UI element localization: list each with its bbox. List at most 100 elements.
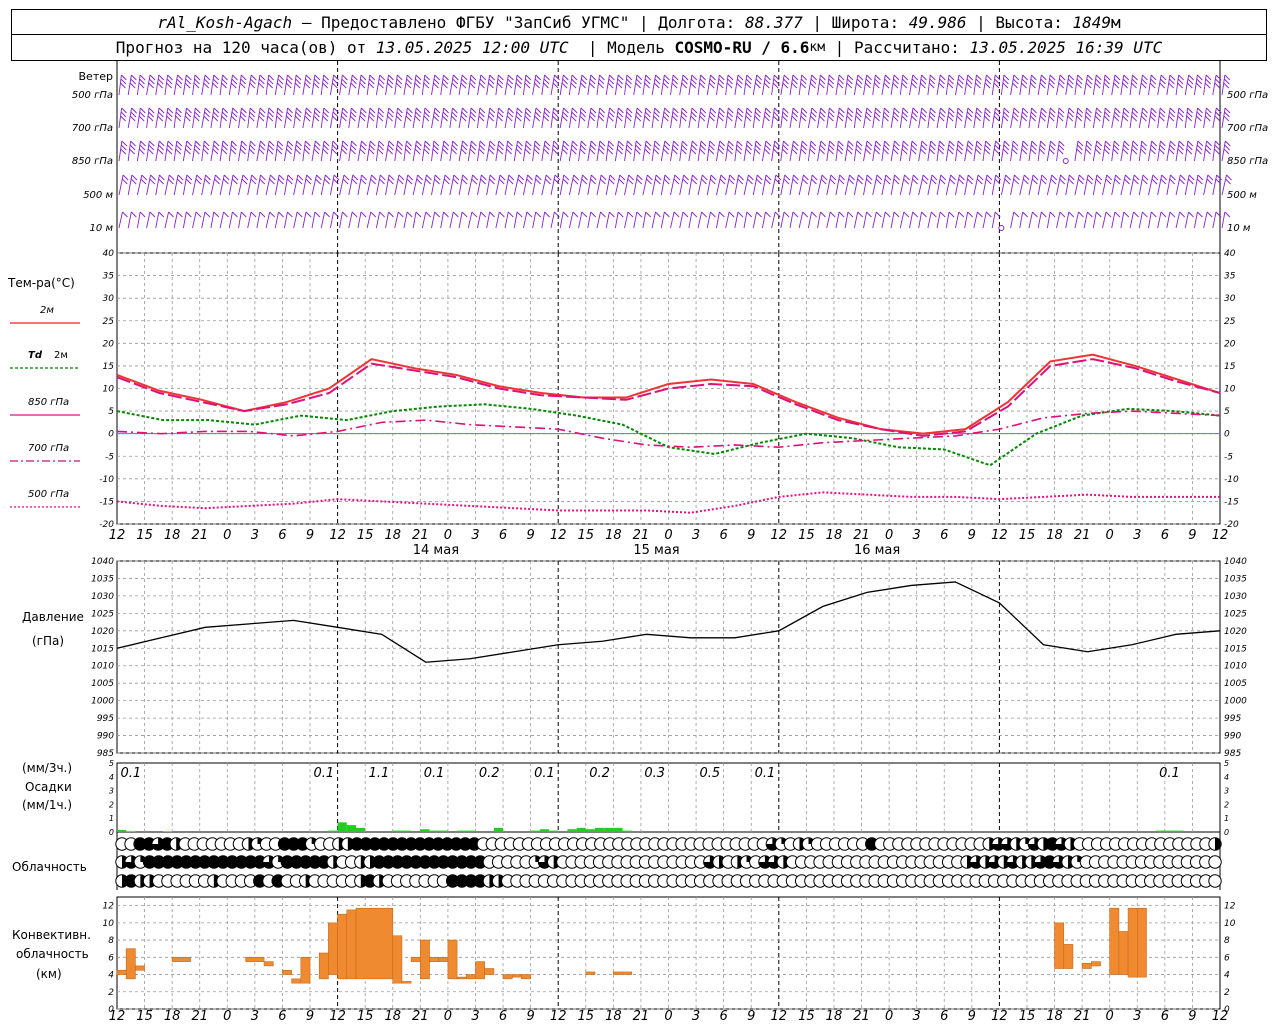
wind-barb-feather [726,82,733,89]
wind-barb-feather [433,115,439,122]
wind-barb-feather [839,107,845,114]
wind-barb-feather [471,140,477,147]
wind-barb-icon [256,107,266,129]
wind-barb-feather [625,82,632,89]
wind-barb-icon [706,107,717,129]
wind-barb-icon [954,74,965,96]
wind-barb-feather [828,74,835,81]
wind-level-right: 500 гПа [1227,90,1268,101]
wind-barb-feather [728,140,734,147]
wind-barb-staff [1000,74,1005,96]
wind-barb-feather [755,78,762,85]
conv-bar [438,957,449,962]
wind-barb-feather [479,82,485,89]
wind-barb-icon [1019,140,1029,162]
wind-barb-feather [838,178,845,185]
wind-barb-icon [826,211,836,229]
wind-barb-feather [627,140,633,147]
wind-barb-icon [513,174,525,196]
wind-barb-feather [251,174,258,181]
wind-barb-feather [994,211,1001,218]
wind-barb-feather [526,178,533,185]
wind-barb-icon [734,74,744,96]
wind-barb-staff [477,174,482,196]
wind-barb-feather [517,140,523,147]
wind-barb-icon [624,107,633,129]
wind-barb-icon [182,211,192,229]
wind-barb-feather [1226,174,1232,181]
wind-barb-feather [571,107,578,114]
precipitation-panel: 0 01 12 23 34 45 50.1 0.1 1.1 0.1 0.2 0.1 0.2 0.3 0.5 0… [109,759,1229,837]
wind-barb-feather [443,178,450,185]
wind-barb-feather [405,148,411,155]
wind-barb-icon [238,211,247,229]
wind-barb-staff [467,140,472,162]
wind-barb-staff [385,74,389,96]
wind-barb-feather [536,174,542,181]
wind-barb-feather [157,82,163,89]
wind-barb-staff [238,107,242,129]
wind-barb-icon [477,107,486,129]
wind-barb-icon [265,74,275,96]
wind-barb-feather [535,211,542,218]
wind-barb-feather [1132,107,1139,114]
wind-barb-staff [835,107,840,129]
wind-barb-icon [477,211,487,229]
wind-barb-icon [1166,140,1176,162]
wind-barb-feather [950,174,956,181]
wind-barb-feather [802,211,809,218]
cloud-fill [758,855,772,869]
wind-barb-feather [893,178,900,185]
wind-barb-staff [982,107,986,129]
wind-barb-feather [1039,148,1045,155]
wind-barb-feather [892,82,899,89]
wind-barb-feather [1103,82,1110,89]
wind-barb-feather [232,107,239,114]
wind-barb-feather [1188,174,1195,181]
wind-barb-feather [425,178,431,185]
wind-barb-staff [844,107,849,129]
wind-barb-feather [1196,115,1202,122]
wind-barb-feather [258,115,265,122]
wind-barb-feather [157,115,164,122]
wind-barb-staff [219,174,225,196]
wind-barb-staff [550,140,555,162]
wind-barb-feather [554,211,560,218]
wind-barb-feather [589,78,596,85]
conv-ytick-right: 6 [1224,953,1230,963]
wind-barb-icon [265,107,275,129]
wind-barb-feather [1215,211,1222,218]
wind-barb-feather [415,78,421,85]
wind-barb-icon [688,140,698,162]
wind-barb-feather [516,211,523,218]
wind-barb-staff [1193,140,1199,162]
cloud-cover-icon [225,855,239,869]
cloud-fill [244,855,257,869]
wind-barb-staff [945,211,950,229]
conv-xtick: 12 [329,1009,346,1024]
wind-barb-feather [1014,174,1020,181]
wind-barb-feather [241,178,248,185]
wind-barb-staff [1129,107,1134,129]
wind-barb-icon [973,74,982,96]
wind-barb-icon [302,140,311,162]
wind-barb-staff [532,74,537,96]
wind-barb-feather [959,174,965,181]
wind-barb-icon [284,74,293,96]
wind-barb-feather [286,111,293,118]
wind-barb-staff [1212,174,1218,196]
wind-barb-staff [614,211,619,229]
wind-barb-feather [461,78,467,85]
wind-barb-feather [1050,178,1057,185]
wind-barb-feather [1049,74,1056,81]
wind-barb-feather [534,115,540,122]
wind-barb-feather [286,178,293,185]
wind-barb-icon [329,211,339,229]
wind-barb-staff [1203,211,1208,229]
wind-barb-feather [1030,111,1037,118]
cloud-fill [124,855,138,869]
wind-barb-feather [177,74,183,81]
wind-barb-feather [150,174,156,181]
wind-barb-feather [186,140,193,147]
wind-barb-feather [719,140,726,147]
